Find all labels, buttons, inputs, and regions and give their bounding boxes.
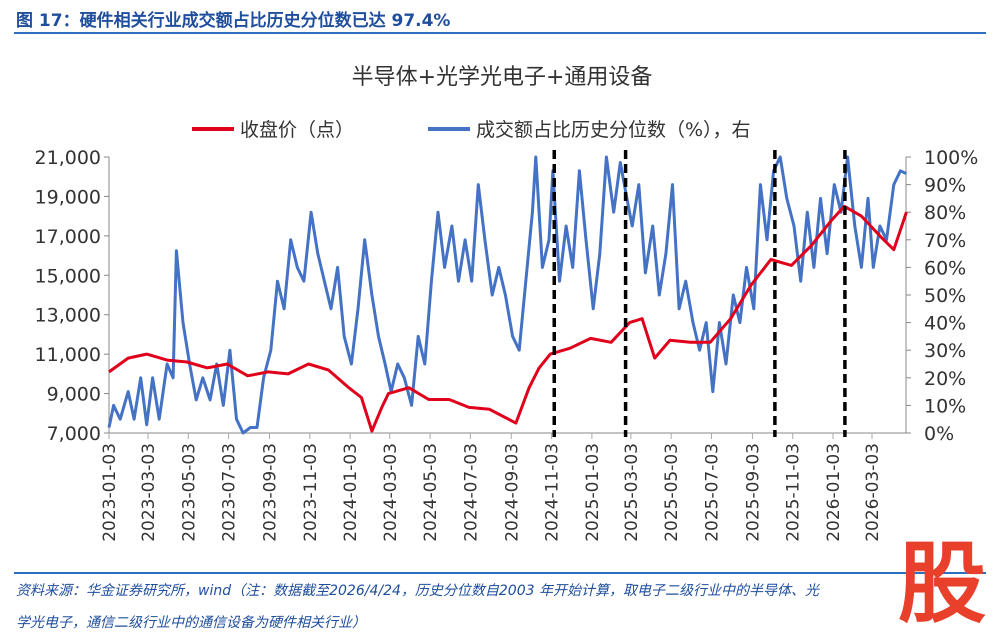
left-tick-label: 17,000: [35, 226, 101, 248]
watermark-logo: 股: [898, 532, 987, 635]
source-note-line2: 学光电子，通信二级行业中的通信设备为硬件相关行业）: [16, 615, 366, 631]
x-tick-label: 2024-11-03: [543, 443, 563, 542]
x-tick-label: 2023-01-03: [100, 443, 120, 542]
x-tick-label: 2026-03-03: [863, 443, 883, 542]
right-tick-label: 80%: [924, 202, 966, 224]
x-tick-label: 2025-11-03: [784, 443, 804, 542]
vertical-markers: [552, 150, 847, 437]
source-note-line1: 资料来源：华金证券研究所，wind（注：数据截至2026/4/24，历史分位数自…: [16, 583, 819, 599]
bottom-rule: [14, 572, 986, 574]
x-tick-label: 2023-03-03: [139, 443, 159, 542]
x-tick-label: 2023-09-03: [261, 443, 281, 542]
figure-title: 图 17：硬件相关行业成交额占比历史分位数已达 97.4%: [16, 11, 451, 31]
left-tick-label: 19,000: [35, 186, 101, 208]
right-tick-label: 90%: [924, 175, 966, 197]
x-tick-label: 2025-03-03: [622, 443, 642, 542]
left-tick-label: 7,000: [47, 423, 101, 445]
top-rule: [14, 32, 986, 34]
left-tick-label: 13,000: [35, 305, 101, 327]
chart: 半导体+光学光电子+通用设备 收盘价（点） 成交额占比历史分位数（%），右 7,…: [35, 65, 979, 542]
right-tick-label: 70%: [924, 230, 966, 252]
right-tick-label: 50%: [924, 285, 966, 307]
x-tick-label: 2024-09-03: [502, 443, 522, 542]
x-tick-label: 2024-01-03: [341, 443, 361, 542]
right-tick-label: 60%: [924, 257, 966, 279]
x-tick-label: 2024-05-03: [421, 443, 441, 542]
x-tick-label: 2024-07-03: [461, 443, 481, 542]
right-tick-label: 40%: [924, 313, 966, 335]
close-series-line: [108, 204, 908, 433]
x-tick-label: 2025-09-03: [743, 443, 763, 542]
x-tick-label: 2025-01-03: [583, 443, 603, 542]
right-tick-label: 0%: [924, 423, 954, 445]
x-tick-label: 2025-05-03: [662, 443, 682, 542]
legend: 收盘价（点） 成交额占比历史分位数（%），右: [192, 119, 751, 141]
x-tick-label: 2024-03-03: [381, 443, 401, 542]
percentile-series-line: [107, 155, 908, 435]
axes: 7,000 9,000 11,000 13,000 15,000 17,000 19,000…: [35, 147, 979, 542]
legend-label-close: 收盘价（点）: [240, 119, 354, 141]
left-tick-label: 21,000: [35, 147, 101, 169]
x-tick-label: 2023-07-03: [220, 443, 240, 542]
left-tick-label: 9,000: [47, 384, 101, 406]
right-tick-label: 10%: [924, 395, 966, 417]
right-tick-label: 20%: [924, 368, 966, 390]
x-tick-label: 2025-07-03: [702, 443, 722, 542]
legend-label-percentile: 成交额占比历史分位数（%），右: [476, 119, 751, 141]
left-tick-label: 15,000: [35, 265, 101, 287]
left-tick-label: 11,000: [35, 344, 101, 366]
series-lines: [107, 155, 908, 435]
right-tick-label: 30%: [924, 340, 966, 362]
right-tick-label: 100%: [924, 147, 978, 169]
x-tick-label: 2023-11-03: [301, 443, 321, 542]
x-tick-label: 2023-05-03: [179, 443, 199, 542]
x-tick-label: 2026-01-03: [824, 443, 844, 542]
chart-title: 半导体+光学光电子+通用设备: [352, 65, 653, 90]
